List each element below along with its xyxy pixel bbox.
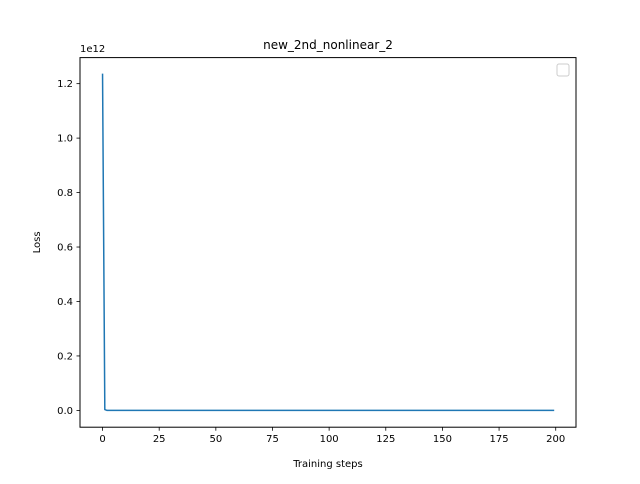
x-tick-label: 75 — [266, 434, 279, 445]
axes-frame — [79, 57, 577, 428]
y-tick-label: 1.0 — [57, 134, 73, 145]
y-axis-label: Loss — [32, 231, 43, 253]
chart-title: new_2nd_nonlinear_2 — [263, 38, 393, 52]
legend-box — [556, 63, 570, 77]
x-tick-label: 200 — [546, 434, 565, 445]
x-tick-label: 50 — [209, 434, 222, 445]
x-tick-label: 125 — [376, 434, 395, 445]
x-axis-label: Training steps — [292, 459, 362, 470]
y-tick-label: 0.8 — [57, 188, 73, 199]
y-tick-label: 1.2 — [57, 79, 73, 90]
x-tick-label: 100 — [320, 434, 339, 445]
series-line-0 — [101, 73, 555, 412]
y-tick-label: 0.6 — [57, 243, 73, 254]
y-tick-label: 0.0 — [57, 406, 73, 417]
plot-area — [101, 73, 555, 412]
x-tick-label: 150 — [433, 434, 452, 445]
axis-ticks: 0 25 50 75 100 125 150 175 200 0.0 0.2 0.4 0.6 0.8 1.0… — [57, 79, 565, 445]
y-tick-label: 0.4 — [57, 297, 73, 308]
y-tick-label: 0.2 — [57, 351, 73, 362]
y-axis-offset-label: 1e12 — [80, 44, 105, 55]
x-tick-label: 25 — [153, 434, 166, 445]
x-tick-label: 175 — [490, 434, 509, 445]
legend — [556, 63, 570, 77]
x-tick-label: 0 — [99, 434, 105, 445]
